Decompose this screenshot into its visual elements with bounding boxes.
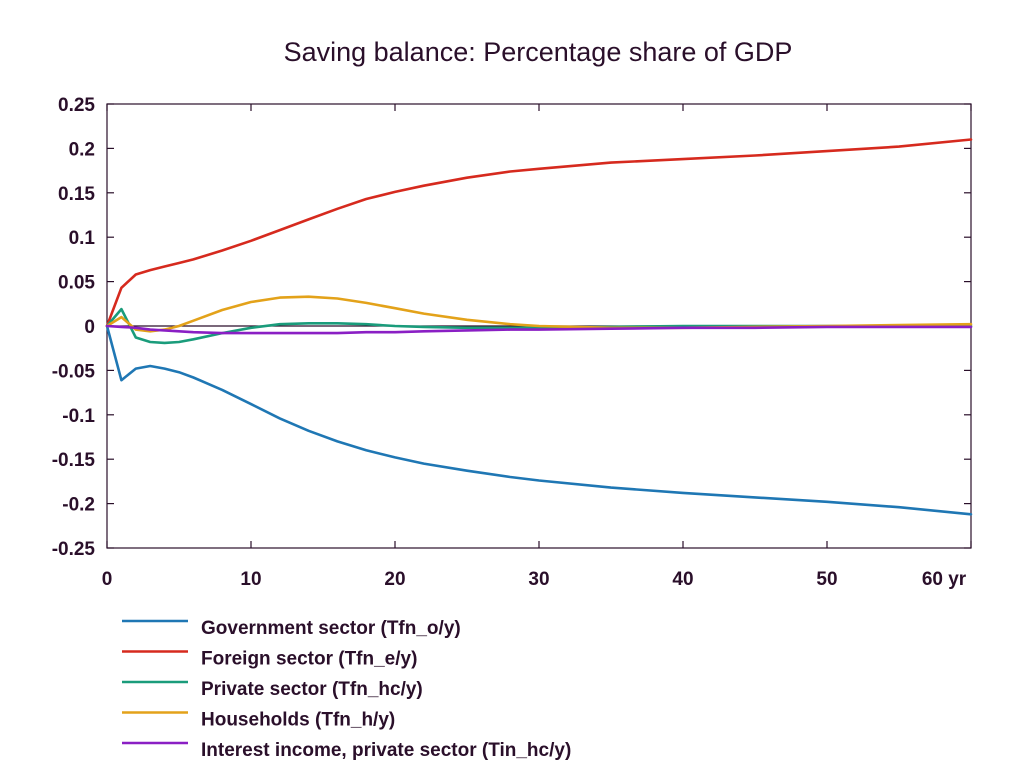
y-tick-label: 0.25: [58, 95, 95, 116]
x-tick-label: 50: [816, 569, 837, 590]
y-tick-label: 0.05: [58, 273, 95, 294]
series-line-3: [105, 307, 973, 345]
y-tick-label: -0.2: [62, 495, 95, 516]
x-tick-label: 40: [672, 569, 693, 590]
legend: Government sector (Tfn_o/y) Foreign secto…: [122, 618, 571, 761]
series-line-2: [105, 138, 973, 328]
y-tick-label: 0.15: [58, 184, 95, 205]
legend-label: Interest income, private sector (Tin_hc/…: [201, 740, 571, 761]
x-tick-label: 0: [102, 569, 113, 590]
x-tick-label: 20: [384, 569, 405, 590]
y-tick-label: -0.1: [62, 406, 95, 427]
series-line-1: [105, 324, 973, 516]
y-tick-label: -0.25: [52, 539, 96, 560]
legend-label: Government sector (Tfn_o/y): [201, 618, 461, 639]
y-tick-label: -0.05: [52, 361, 96, 382]
series-lines: [105, 138, 973, 516]
legend-label: Private sector (Tfn_hc/y): [201, 679, 423, 700]
legend-label: Foreign sector (Tfn_e/y): [201, 649, 417, 670]
x-axis: 0 10 20 30 40 50 60 yr: [102, 104, 972, 590]
series-line-5: [105, 324, 973, 335]
x-tick-label: 10: [240, 569, 261, 590]
legend-label: Households (Tfn_h/y): [201, 710, 395, 731]
x-tick-label: 60 yr: [922, 569, 967, 590]
y-tick-label: 0.2: [69, 139, 95, 160]
x-tick-label: 30: [528, 569, 549, 590]
chart-title: Saving balance: Percentage share of GDP: [284, 37, 793, 67]
y-axis: 0.25 0.2 0.15 0.1 0.05 0 -0.05 -0.1 -0.15 -0.2 -0.…: [52, 95, 971, 560]
y-tick-label: -0.15: [52, 450, 96, 471]
y-tick-label: 0: [84, 317, 95, 338]
y-tick-label: 0.1: [69, 228, 96, 249]
